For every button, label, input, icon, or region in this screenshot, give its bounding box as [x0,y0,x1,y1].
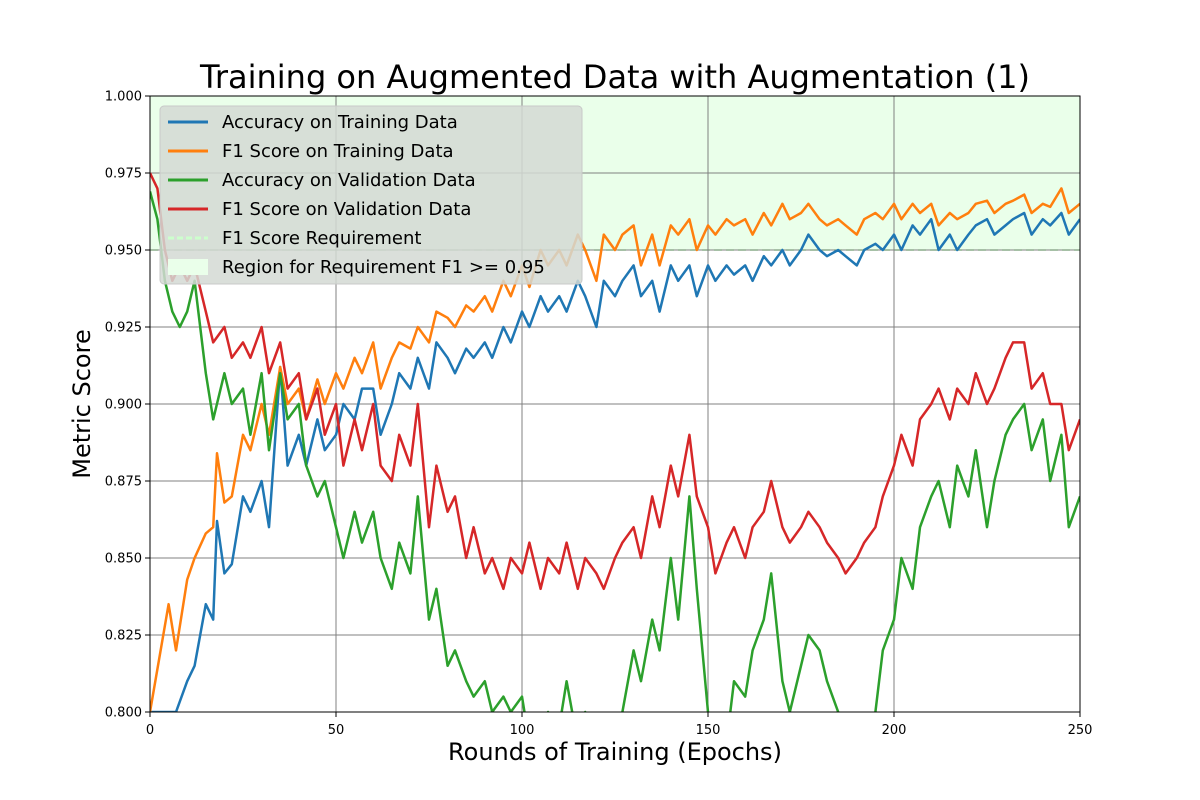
x-tick-label: 150 [696,723,721,738]
x-tick-label: 100 [510,723,535,738]
legend-label: F1 Score on Training Data [222,141,454,162]
legend-swatch [168,259,208,275]
x-tick-label: 50 [328,723,345,738]
legend-label: Accuracy on Training Data [222,112,458,133]
y-tick-label: 0.925 [105,321,142,336]
y-tick-label: 0.950 [105,244,142,259]
y-axis-label: Metric Score [68,329,96,478]
y-tick-label: 0.900 [105,398,142,413]
y-tick-label: 0.975 [105,167,142,182]
legend-label: Region for Requirement F1 >= 0.95 [222,257,545,278]
legend-label: F1 Score Requirement [222,228,421,249]
legend: Accuracy on Training Data F1 Score on Tra… [159,105,583,285]
x-axis-label: Rounds of Training (Epochs) [448,738,782,766]
y-tick-label: 0.850 [105,552,142,567]
x-tick-label: 250 [1068,723,1093,738]
y-tick-label: 0.800 [105,706,142,721]
y-tick-label: 0.825 [105,629,142,644]
x-tick-label: 0 [146,723,154,738]
series-line-2 [150,191,1080,712]
x-tick-label: 200 [882,723,907,738]
series-line-3 [150,172,1080,591]
y-tick-label: 1.000 [105,90,142,105]
legend-label: Accuracy on Validation Data [222,170,476,191]
legend-label: F1 Score on Validation Data [222,199,471,220]
legend-box [159,105,583,285]
chart-title: Training on Augmented Data with Augmenta… [199,58,1030,96]
y-tick-label: 0.875 [105,475,142,490]
